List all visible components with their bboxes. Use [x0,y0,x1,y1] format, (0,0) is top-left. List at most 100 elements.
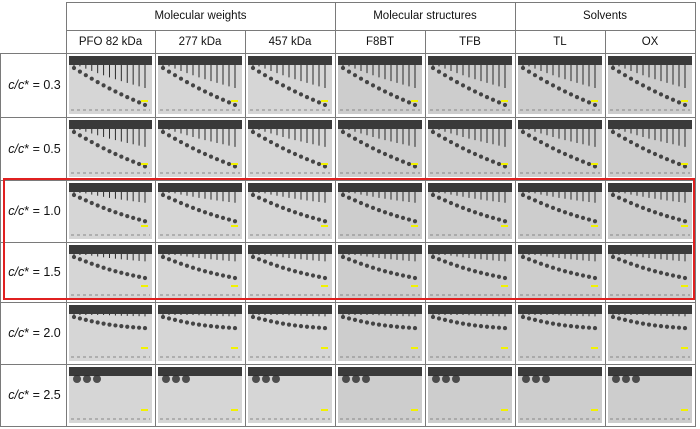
grid-line [0,426,696,427]
droplet [532,259,538,264]
thumbnail-image [608,56,692,114]
droplet [352,136,358,141]
droplet [670,159,676,164]
droplet [298,270,304,275]
droplet [101,146,106,151]
droplet [658,212,664,217]
nozzle-strip [428,183,512,192]
droplet [316,161,322,167]
droplet [101,321,106,326]
droplet [125,157,130,162]
thumbnail-image [69,120,152,177]
droplet [292,151,298,157]
droplet [430,129,436,135]
droplet [298,92,304,97]
droplet [652,151,658,157]
droplet [562,269,568,274]
droplet [400,215,406,220]
droplet [664,272,670,277]
droplet [119,212,124,217]
droplet [412,325,418,331]
droplet [382,269,388,274]
droplet [448,261,454,266]
droplet [119,154,124,159]
droplet [472,210,478,215]
droplet [496,161,502,167]
droplet [292,210,298,215]
droplet-thumbnail [608,183,692,239]
nozzle-strip [338,183,422,192]
droplet [83,136,88,141]
thumbnail-background [518,305,602,361]
droplet [316,217,322,222]
droplet [388,154,394,159]
scale-bar [681,347,688,349]
nozzle-strip [338,56,422,65]
row-label: c/c * = 2.5 [3,364,66,426]
droplet [95,143,100,148]
droplet [370,265,376,270]
droplet [256,195,262,200]
droplet [364,79,370,85]
scale-bar [321,225,328,227]
droplet [628,319,634,324]
droplet [478,270,484,275]
droplet [304,95,310,100]
droplet [352,259,358,264]
thumbnail-image [518,367,602,423]
droplet-thumbnail [608,305,692,361]
droplet [592,219,598,224]
droplet-thumbnail [248,367,332,423]
droplet [400,97,406,102]
droplet [394,324,400,329]
droplet [466,322,472,327]
droplet [352,73,358,78]
droplet [580,273,586,278]
droplet [286,208,292,213]
column-header: 457 kDa [268,35,312,48]
scale-bar [141,285,148,287]
thumbnail-image [428,367,512,423]
scale-bar [321,163,328,165]
droplet [364,203,370,208]
droplet [119,270,124,275]
droplet [652,89,658,94]
droplet [412,275,418,281]
droplet [136,274,142,279]
thumbnail-image [608,120,692,177]
droplet-thumbnail [608,367,692,423]
scale-bar [231,163,238,165]
thumbnail-background [158,305,242,361]
droplet [208,324,214,329]
droplet [220,273,226,278]
droplet [382,89,388,94]
droplet [646,208,652,213]
droplet [125,324,130,329]
droplet [214,213,220,219]
droplet [580,325,586,330]
droplet [172,317,178,322]
droplet [262,198,268,203]
droplet [160,254,166,260]
droplet [406,274,412,279]
droplet [502,102,508,108]
droplet [430,314,436,320]
droplet [160,65,166,71]
thumbnail-image [608,367,692,423]
droplet [322,102,328,108]
droplet [568,154,574,159]
droplet [538,319,544,324]
droplet-thumbnail [608,120,692,177]
group-header: Molecular structures [373,10,477,22]
droplet [346,133,352,138]
group-header: Molecular weights [154,10,247,22]
nozzle-strip [338,367,422,376]
row-label: c/c * = 0.5 [3,117,66,180]
droplet [538,200,544,206]
droplet [454,320,460,325]
droplet [250,254,256,260]
scale-bar [411,163,418,165]
droplet [550,146,556,151]
scale-bar [591,347,598,349]
droplet [388,324,394,329]
